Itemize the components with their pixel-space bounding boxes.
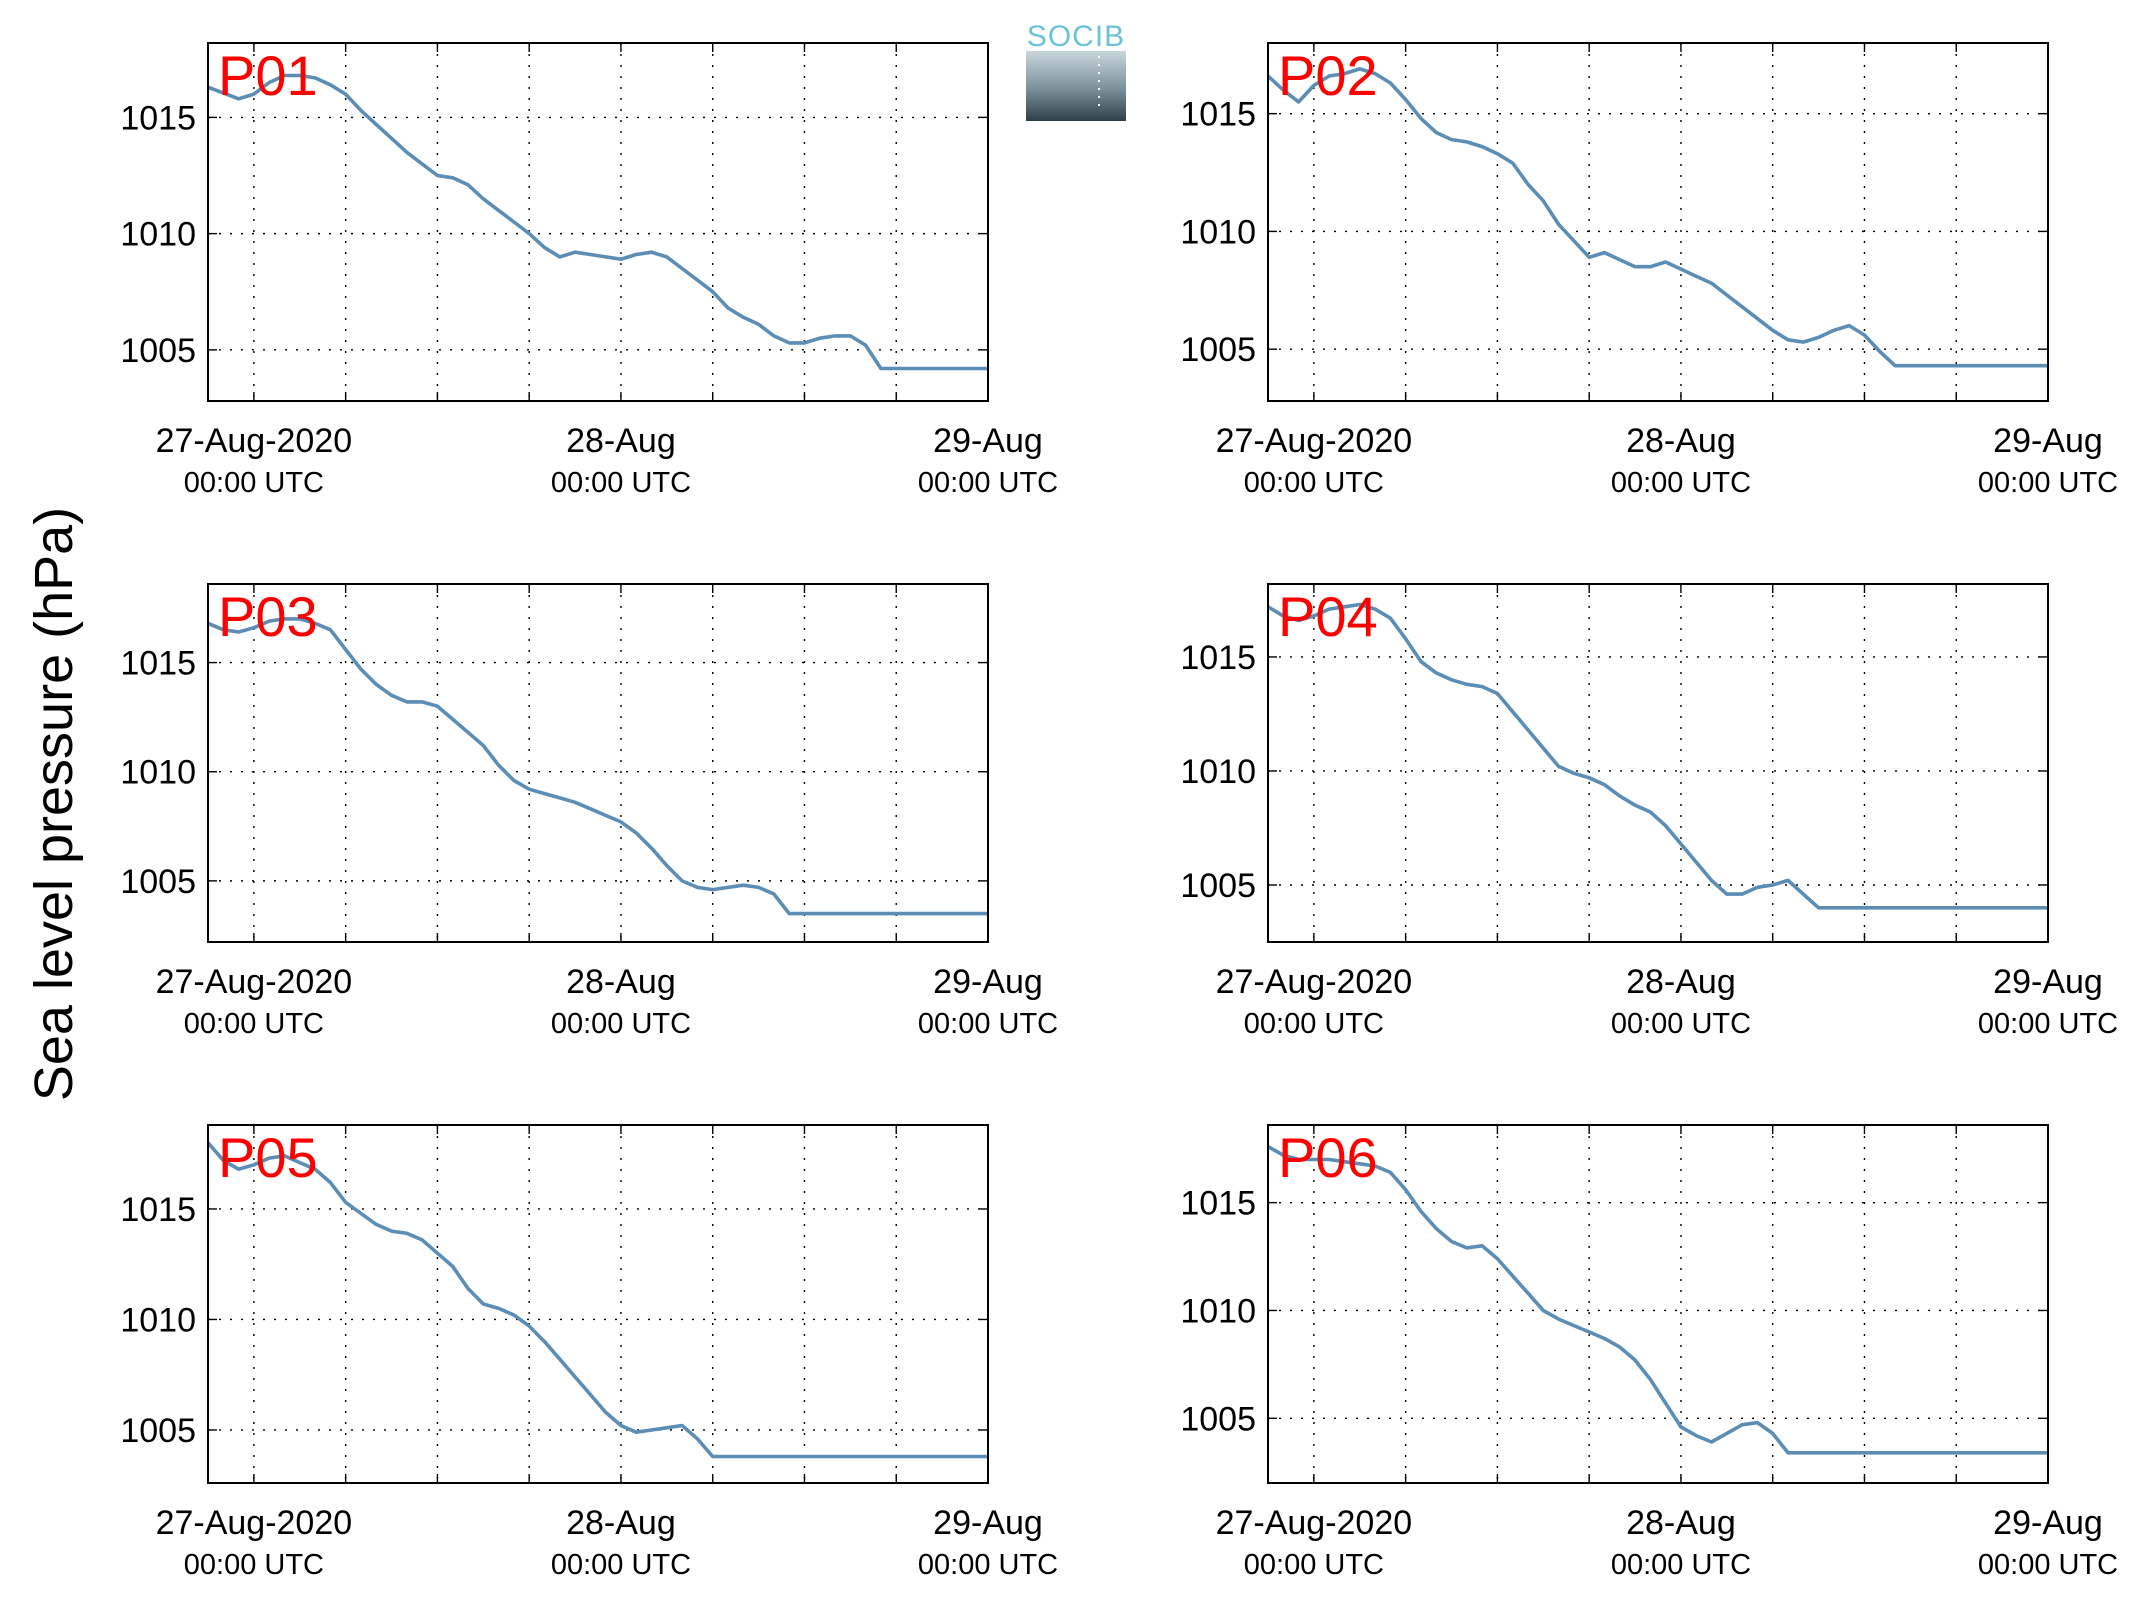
panel-label: P06: [1278, 1126, 1378, 1189]
x-tick-label-time: 00:00 UTC: [184, 1008, 324, 1040]
x-tick-label-date: 28-Aug: [566, 1504, 676, 1542]
x-tick-label-time: 00:00 UTC: [184, 1549, 324, 1581]
panel-label: P03: [218, 585, 318, 648]
x-tick-label-date: 27-Aug-2020: [1216, 422, 1413, 460]
x-tick-label-date: 29-Aug: [933, 963, 1043, 1001]
x-tick-label-date: 27-Aug-2020: [156, 1504, 353, 1542]
x-tick-label-date: 29-Aug: [933, 1504, 1043, 1542]
series-line-p04: [1268, 602, 2048, 910]
panel-label: P05: [218, 1126, 318, 1189]
x-tick-label-date: 28-Aug: [566, 422, 676, 460]
panel-p05: 1005 1010 1015 27-Aug-2020 00:00 UTC 28-Aug 00…: [120, 1124, 1058, 1581]
x-tick-label-time: 00:00 UTC: [1611, 1549, 1751, 1581]
x-tick-label-time: 00:00 UTC: [1611, 467, 1751, 499]
x-tick-label-time: 00:00 UTC: [1244, 1008, 1384, 1040]
y-tick-label: 1005: [1180, 331, 1256, 369]
logo-text: SOCIB: [1027, 20, 1125, 53]
x-tick-label-time: 00:00 UTC: [551, 1549, 691, 1581]
y-tick-label: 1005: [120, 863, 196, 901]
x-tick-label-date: 28-Aug: [1626, 422, 1736, 460]
x-tick-label-time: 00:00 UTC: [1244, 1549, 1384, 1581]
panel-p06: 1005 1010 1015 27-Aug-2020 00:00 UTC 28-Aug 00…: [1180, 1124, 2118, 1581]
y-tick-label: 1005: [120, 1412, 196, 1450]
axes-box: [207, 1124, 989, 1484]
panel-label: P02: [1278, 44, 1378, 107]
x-tick-label-date: 28-Aug: [1626, 1504, 1736, 1542]
x-tick-label-time: 00:00 UTC: [1978, 1008, 2118, 1040]
y-tick-label: 1015: [1180, 96, 1256, 134]
x-tick-label-time: 00:00 UTC: [551, 1008, 691, 1040]
y-tick-label: 1015: [120, 645, 196, 683]
x-tick-label-date: 27-Aug-2020: [1216, 963, 1413, 1001]
x-tick-label-date: 29-Aug: [1993, 1504, 2103, 1542]
x-tick-label-date: 27-Aug-2020: [156, 422, 353, 460]
y-tick-label: 1015: [1180, 1185, 1256, 1223]
y-tick-label: 1010: [1180, 1292, 1256, 1330]
panels: 1005 1010 1015 27-Aug-2020 00:00 UTC 28-Aug 00…: [120, 42, 2118, 1581]
y-tick-label: 1015: [1180, 639, 1256, 677]
x-tick-label-time: 00:00 UTC: [918, 1008, 1058, 1040]
panel-label: P01: [218, 44, 318, 107]
y-tick-label: 1010: [1180, 213, 1256, 251]
x-tick-label-date: 29-Aug: [1993, 963, 2103, 1001]
x-tick-label-time: 00:00 UTC: [918, 467, 1058, 499]
x-tick-label-date: 29-Aug: [1993, 422, 2103, 460]
socib-logo: SOCIB: [1026, 20, 1126, 121]
x-tick-label-time: 00:00 UTC: [918, 1549, 1058, 1581]
x-tick-label-date: 28-Aug: [566, 963, 676, 1001]
axes-box: [1267, 1124, 2049, 1484]
y-tick-label: 1010: [120, 754, 196, 792]
axes-box: [1267, 42, 2049, 402]
panel-label: P04: [1278, 585, 1378, 648]
panel-p02: 1005 1010 1015 27-Aug-2020 00:00 UTC 28-Aug 00…: [1180, 42, 2118, 499]
x-tick-label-date: 27-Aug-2020: [1216, 1504, 1413, 1542]
x-tick-label-date: 29-Aug: [933, 422, 1043, 460]
axes-box: [207, 42, 989, 402]
panel-p03: 1005 1010 1015 27-Aug-2020 00:00 UTC 28-Aug 00…: [120, 583, 1058, 1040]
series-line-p01: [208, 73, 988, 371]
y-tick-label: 1005: [120, 332, 196, 370]
axes-box: [1267, 583, 2049, 943]
x-tick-label-date: 27-Aug-2020: [156, 963, 353, 1001]
logo-panel: [1026, 51, 1126, 121]
x-tick-label-time: 00:00 UTC: [184, 467, 324, 499]
axes-box: [207, 583, 989, 943]
x-tick-label-time: 00:00 UTC: [1978, 1549, 2118, 1581]
x-tick-label-time: 00:00 UTC: [1611, 1008, 1751, 1040]
series-line-p02: [1268, 67, 2048, 368]
y-tick-label: 1015: [120, 99, 196, 137]
x-tick-label-time: 00:00 UTC: [551, 467, 691, 499]
panel-p04: 1005 1010 1015 27-Aug-2020 00:00 UTC 28-Aug 00…: [1180, 583, 2118, 1040]
y-tick-label: 1005: [1180, 1400, 1256, 1438]
series-line-p03: [208, 617, 988, 916]
series-line-p06: [1268, 1145, 2048, 1455]
series-line-p05: [208, 1141, 988, 1459]
x-tick-label-time: 00:00 UTC: [1978, 467, 2118, 499]
y-tick-label: 1010: [120, 1301, 196, 1339]
y-tick-label: 1010: [120, 216, 196, 254]
x-tick-label-date: 28-Aug: [1626, 963, 1736, 1001]
y-tick-label: 1015: [120, 1191, 196, 1229]
panel-p01: 1005 1010 1015 27-Aug-2020 00:00 UTC 28-Aug 00…: [120, 42, 1058, 499]
x-tick-label-time: 00:00 UTC: [1244, 467, 1384, 499]
y-tick-label: 1005: [1180, 867, 1256, 905]
y-axis-label: Sea level pressure (hPa): [24, 507, 84, 1101]
y-tick-label: 1010: [1180, 753, 1256, 791]
